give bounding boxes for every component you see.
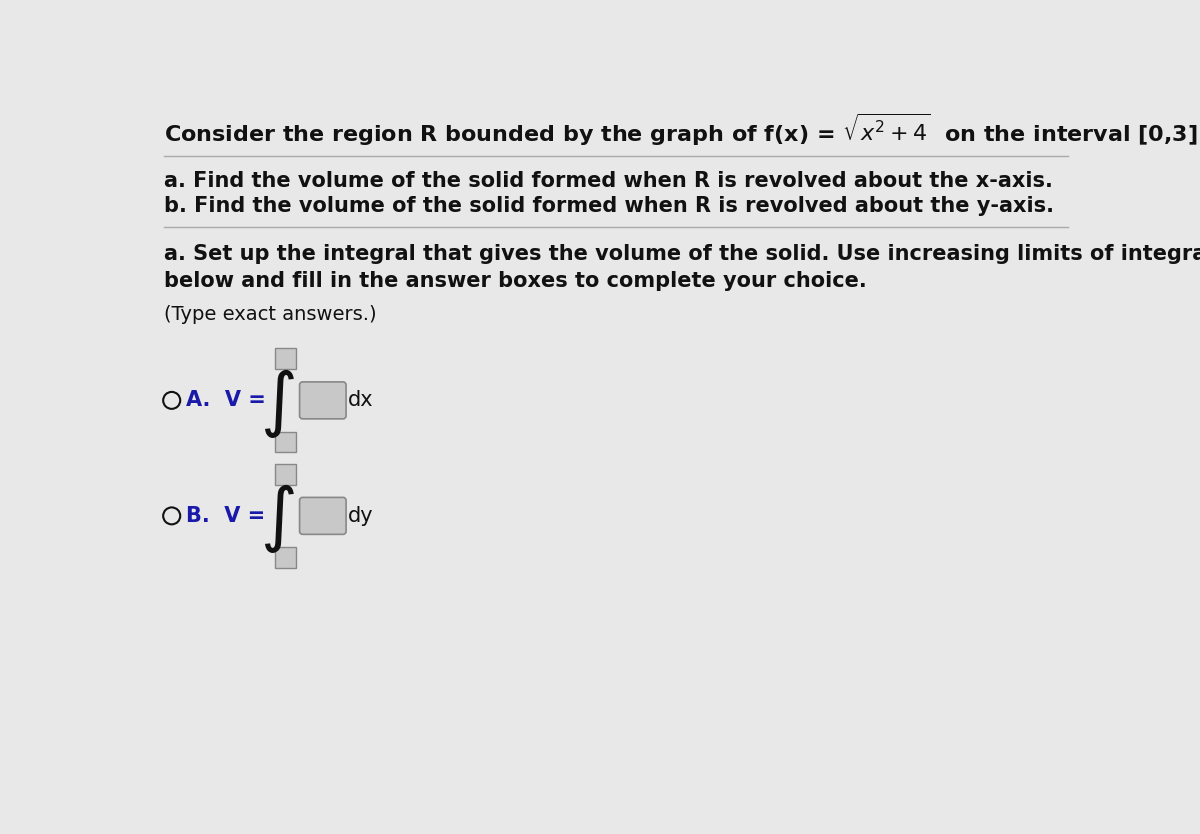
Text: a. Find the volume of the solid formed when R is revolved about the x-axis.: a. Find the volume of the solid formed w… (164, 171, 1052, 191)
Text: B.  V =: B. V = (186, 506, 272, 526)
Text: b. Find the volume of the solid formed when R is revolved about the y-axis.: b. Find the volume of the solid formed w… (164, 196, 1054, 216)
Text: $\int$: $\int$ (260, 367, 295, 440)
Text: below and fill in the answer boxes to complete your choice.: below and fill in the answer boxes to co… (164, 271, 866, 291)
FancyBboxPatch shape (275, 431, 296, 452)
Text: A.  V =: A. V = (186, 390, 272, 410)
Text: (Type exact answers.): (Type exact answers.) (164, 304, 377, 324)
FancyBboxPatch shape (275, 547, 296, 568)
Text: dx: dx (348, 390, 373, 410)
Text: $\int$: $\int$ (260, 482, 295, 555)
FancyBboxPatch shape (275, 464, 296, 485)
FancyBboxPatch shape (300, 497, 346, 535)
Text: a. Set up the integral that gives the volume of the solid. Use increasing limits: a. Set up the integral that gives the vo… (164, 244, 1200, 264)
Text: dy: dy (348, 506, 373, 526)
FancyBboxPatch shape (275, 349, 296, 369)
FancyBboxPatch shape (300, 382, 346, 419)
Text: Consider the region R bounded by the graph of f(x) = $\sqrt{x^2+4}$  on the inte: Consider the region R bounded by the gra… (164, 111, 1200, 148)
